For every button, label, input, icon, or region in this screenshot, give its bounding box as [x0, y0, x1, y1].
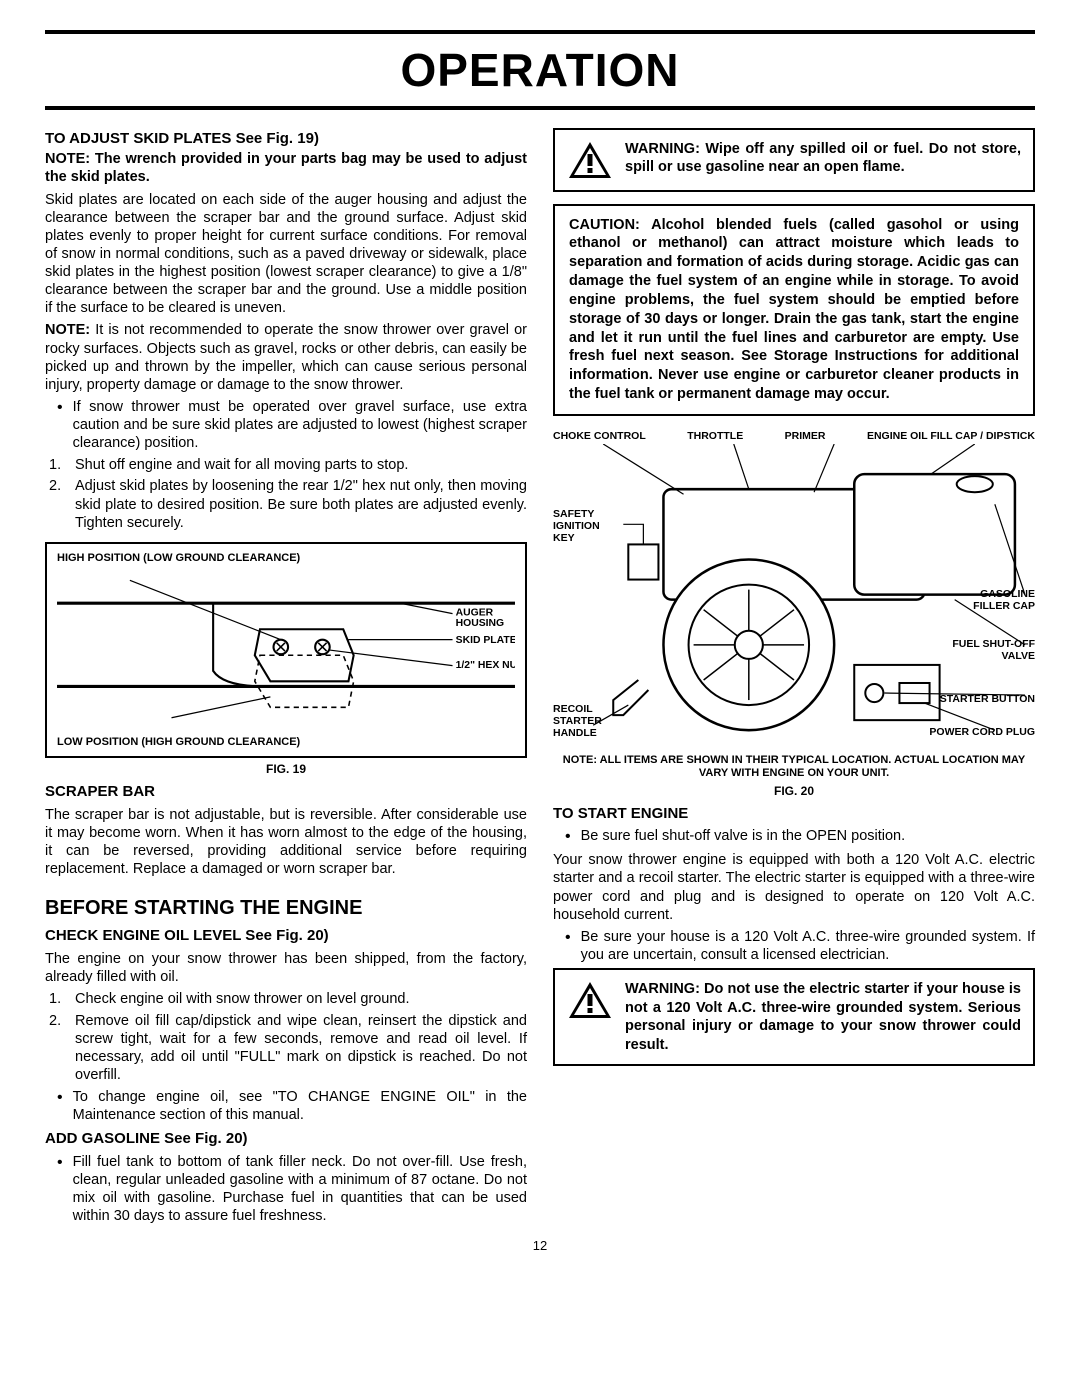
start-bullets-1: Be sure fuel shut-off valve is in the OP… [553, 827, 1035, 847]
fig20-primer: PRIMER [785, 430, 826, 442]
fig20-box: CHOKE CONTROL THROTTLE PRIMER ENGINE OIL… [553, 430, 1035, 780]
oil-steps: Check engine oil with snow thrower on le… [45, 990, 527, 1084]
oil-step-2-text: Remove oil fill cap/dipstick and wipe cl… [75, 1012, 527, 1085]
fig20-gascap: GASOLINE FILLER CAP [955, 588, 1035, 612]
skid-bullet-1: If snow thrower must be operated over gr… [45, 398, 527, 452]
check-oil-p: The engine on your snow thrower has been… [45, 950, 527, 986]
oil-step-1-text: Check engine oil with snow thrower on le… [75, 990, 410, 1008]
skid-note-text: NOTE: The wrench provided in your parts … [45, 151, 527, 185]
skid-step-1: Shut off engine and wait for all moving … [45, 456, 527, 474]
left-column: TO ADJUST SKID PLATES See Fig. 19) NOTE:… [45, 124, 527, 1230]
fig20-choke: CHOKE CONTROL [553, 430, 646, 442]
right-column: WARNING: Wipe off any spilled oil or fue… [553, 124, 1035, 1230]
fig20-recoil: RECOIL STARTER HANDLE [553, 703, 623, 739]
fig19-highpos: HIGH POSITION (LOW GROUND CLEARANCE) [57, 552, 515, 566]
fig20-fuelvalve: FUEL SHUT-OFF VALVE [950, 638, 1035, 662]
oil-step-2: Remove oil fill cap/dipstick and wipe cl… [45, 1012, 527, 1085]
skid-step-2: Adjust skid plates by loosening the rear… [45, 477, 527, 531]
fig20-oilcap: ENGINE OIL FILL CAP / DIPSTICK [867, 430, 1035, 442]
start-bullets-2: Be sure your house is a 120 Volt A.C. th… [553, 928, 1035, 964]
fig19-caption: FIG. 19 [45, 762, 527, 777]
fig20-starterbtn: STARTER BUTTON [925, 693, 1035, 705]
scraper-heading: SCRAPER BAR [45, 783, 527, 802]
skid-heading: TO ADJUST SKID PLATES See Fig. 19) [45, 130, 527, 149]
skid-note2: NOTE: It is not recommended to operate t… [45, 321, 527, 394]
skid-p1: Skid plates are located on each side of … [45, 191, 527, 318]
oil-bullet-text: To change engine oil, see "TO CHANGE ENG… [73, 1088, 527, 1124]
start-heading: TO START ENGINE [553, 805, 1035, 824]
fig19-lowpos: LOW POSITION (HIGH GROUND CLEARANCE) [57, 736, 515, 750]
skid-step-2-text: Adjust skid plates by loosening the rear… [75, 477, 527, 531]
title-underline [45, 106, 1035, 110]
fig20-caption: FIG. 20 [553, 784, 1035, 799]
skid-bullet-1-text: If snow thrower must be operated over gr… [73, 398, 527, 452]
fig19-diagram: AUGER HOUSING SKID PLATE 1/2" HEX NUT [57, 572, 515, 728]
caution-box: CAUTION: Alcohol blended fuels (called g… [553, 204, 1035, 416]
oil-bullets: To change engine oil, see "TO CHANGE ENG… [45, 1088, 527, 1124]
fig19-skidplate-label: SKID PLATE [456, 634, 515, 645]
warning-1-text: WARNING: Wipe off any spilled oil or fue… [625, 140, 1021, 177]
warning-box-1: WARNING: Wipe off any spilled oil or fue… [553, 128, 1035, 192]
scraper-p: The scraper bar is not adjustable, but i… [45, 806, 527, 879]
warning-icon-2 [567, 980, 613, 1020]
start-bullet-2: Be sure your house is a 120 Volt A.C. th… [553, 928, 1035, 964]
warning-box-2: WARNING: Do not use the electric starter… [553, 968, 1035, 1066]
fig19-box: HIGH POSITION (LOW GROUND CLEARANCE) [45, 542, 527, 758]
fig19-auger-label: AUGER [456, 607, 494, 618]
skid-steps: Shut off engine and wait for all moving … [45, 456, 527, 532]
skid-step-1-text: Shut off engine and wait for all moving … [75, 456, 408, 474]
page-title: OPERATION [45, 42, 1035, 100]
start-bullet-2-text: Be sure your house is a 120 Volt A.C. th… [581, 928, 1035, 964]
fig19-hexnut-label: 1/2" HEX NUT [456, 659, 515, 670]
gas-bullet-text: Fill fuel tank to bottom of tank filler … [73, 1153, 527, 1226]
two-column-layout: TO ADJUST SKID PLATES See Fig. 19) NOTE:… [45, 124, 1035, 1230]
oil-step-1: Check engine oil with snow thrower on le… [45, 990, 527, 1008]
oil-bullet: To change engine oil, see "TO CHANGE ENG… [45, 1088, 527, 1124]
skid-note2-text: It is not recommended to operate the sno… [45, 322, 527, 392]
fig20-safetykey: SAFETY IGNITION KEY [553, 508, 613, 544]
add-gas-heading: ADD GASOLINE See Fig. 20) [45, 1130, 527, 1149]
svg-text:HOUSING: HOUSING [456, 618, 505, 629]
gas-bullet: Fill fuel tank to bottom of tank filler … [45, 1153, 527, 1226]
gas-bullets: Fill fuel tank to bottom of tank filler … [45, 1153, 527, 1226]
skid-bullets: If snow thrower must be operated over gr… [45, 398, 527, 452]
warning-icon [567, 140, 613, 180]
page-number: 12 [45, 1238, 1035, 1254]
start-p: Your snow thrower engine is equipped wit… [553, 851, 1035, 924]
fig20-top-labels: CHOKE CONTROL THROTTLE PRIMER ENGINE OIL… [553, 430, 1035, 442]
skid-note: NOTE: The wrench provided in your parts … [45, 150, 527, 186]
fig20-throttle: THROTTLE [687, 430, 743, 442]
fig20-note: NOTE: ALL ITEMS ARE SHOWN IN THEIR TYPIC… [553, 754, 1035, 779]
fig20-powerplug: POWER CORD PLUG [905, 726, 1035, 738]
start-bullet-1: Be sure fuel shut-off valve is in the OP… [553, 827, 1035, 847]
check-oil-heading: CHECK ENGINE OIL LEVEL See Fig. 20) [45, 927, 527, 946]
warning-2-text: WARNING: Do not use the electric starter… [625, 980, 1021, 1054]
start-bullet-1-text: Be sure fuel shut-off valve is in the OP… [581, 827, 906, 847]
top-rule [45, 30, 1035, 34]
before-heading: BEFORE STARTING THE ENGINE [45, 896, 527, 921]
